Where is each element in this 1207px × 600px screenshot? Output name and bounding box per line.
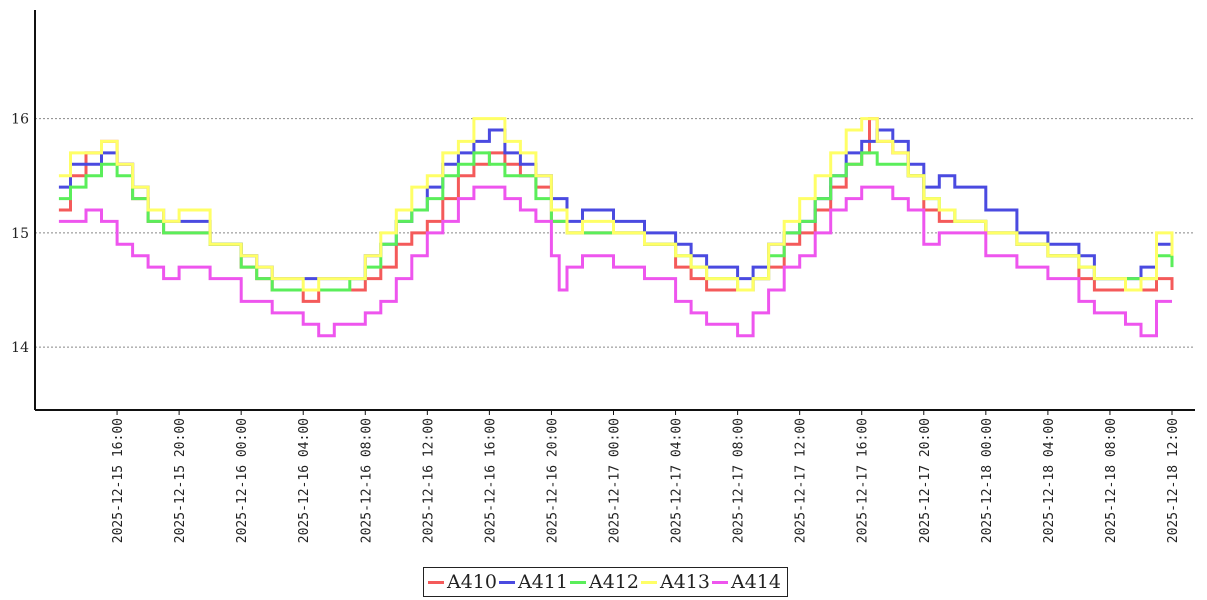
x-tick-label: 2025-12-18 00:00 (980, 418, 995, 543)
x-tick-label: 2025-12-16 16:00 (483, 418, 498, 543)
y-tick-label: 16 (11, 112, 29, 128)
legend-label: A412 (589, 571, 639, 593)
x-tick-label: 2025-12-16 20:00 (545, 418, 560, 543)
x-tick-label: 2025-12-18 12:00 (1166, 418, 1181, 543)
x-tick-label: 2025-12-17 20:00 (918, 418, 933, 543)
legend-item-a413: A413 (641, 571, 710, 593)
y-tick-labels: 14 15 16 (11, 112, 29, 357)
y-tick-label: 15 (11, 226, 29, 242)
legend-label: A413 (660, 571, 710, 593)
x-tick-labels: 2025-12-15 16:00 2025-12-15 20:00 2025-12-… (111, 410, 1181, 543)
legend-swatch (570, 580, 586, 584)
axes (34, 10, 1195, 411)
series-lines (58, 117, 1174, 338)
legend-item-a414: A414 (712, 571, 781, 593)
x-tick-label: 2025-12-16 04:00 (297, 418, 312, 543)
x-tick-label: 2025-12-17 08:00 (732, 418, 747, 543)
x-tick-label: 2025-12-18 04:00 (1042, 418, 1057, 543)
legend: A410 A411 A412 A413 A414 (423, 567, 788, 597)
x-tick-label: 2025-12-16 08:00 (359, 418, 374, 543)
legend-label: A411 (518, 571, 568, 593)
legend-swatch (428, 580, 444, 584)
legend-item-a411: A411 (499, 571, 568, 593)
x-tick-label: 2025-12-15 16:00 (111, 418, 126, 543)
legend-swatch (641, 580, 657, 584)
x-tick-label: 2025-12-17 00:00 (608, 418, 623, 543)
legend-item-a412: A412 (570, 571, 639, 593)
x-tick-label: 2025-12-17 16:00 (856, 418, 871, 543)
x-tick-label: 2025-12-18 08:00 (1104, 418, 1119, 543)
legend-label: A414 (731, 571, 781, 593)
y-tick-label: 14 (11, 340, 29, 356)
legend-swatch (712, 580, 728, 584)
x-tick-label: 2025-12-16 12:00 (421, 418, 436, 543)
legend-item-a410: A410 (428, 571, 497, 593)
series-line-a413 (58, 117, 1174, 292)
x-tick-label: 2025-12-15 20:00 (173, 418, 188, 543)
legend-label: A410 (447, 571, 497, 593)
series-line-a414 (58, 185, 1172, 338)
x-tick-label: 2025-12-17 12:00 (794, 418, 809, 543)
legend-swatch (499, 580, 515, 584)
x-tick-label: 2025-12-16 00:00 (235, 418, 250, 543)
x-tick-label: 2025-12-17 04:00 (670, 418, 685, 543)
